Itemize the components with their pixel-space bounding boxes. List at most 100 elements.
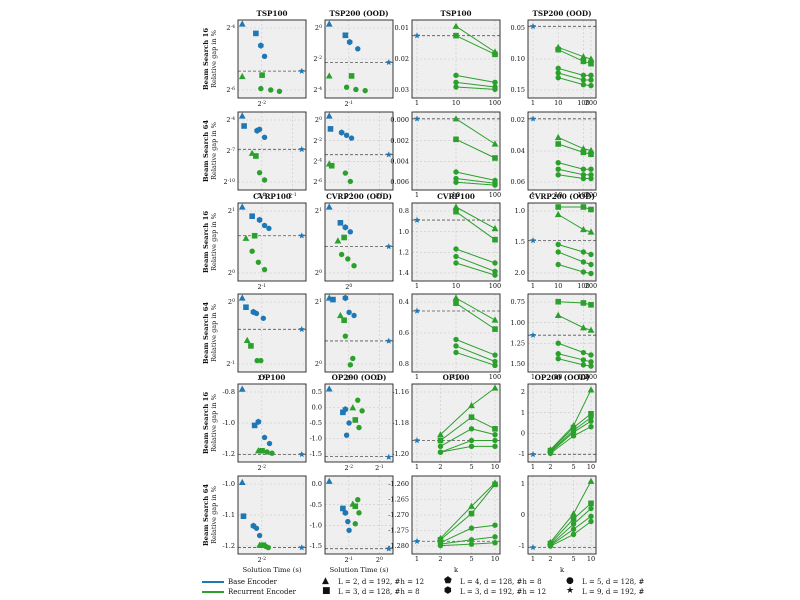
x-tick-label: 10 bbox=[587, 555, 595, 563]
scatter-point bbox=[347, 178, 354, 185]
x-tick-label: 1 bbox=[531, 463, 535, 471]
series-point bbox=[580, 357, 587, 363]
y-tick-label: -1.18 bbox=[392, 419, 409, 427]
scatter-point bbox=[345, 256, 351, 262]
series-point bbox=[437, 536, 444, 543]
scatter-point bbox=[343, 132, 350, 139]
scatter-point bbox=[359, 408, 365, 414]
x-tick-label: 20 bbox=[345, 283, 352, 292]
scatter-point bbox=[334, 237, 342, 244]
y-axis-label: Relative gap in % bbox=[210, 486, 218, 544]
plot-frame bbox=[237, 202, 307, 282]
scatter-point bbox=[343, 84, 350, 90]
scatter-point bbox=[343, 432, 350, 438]
x-tick-label: 2 bbox=[438, 463, 442, 471]
scatter-point bbox=[351, 263, 357, 269]
series-point bbox=[588, 363, 594, 369]
y-tick-label: -1.1 bbox=[222, 511, 235, 519]
y-tick-label: 0.04 bbox=[511, 147, 525, 155]
scatter-point bbox=[238, 294, 246, 301]
x-tick-label: 2-2 bbox=[257, 464, 266, 473]
y-tick-label: -0.5 bbox=[309, 419, 322, 427]
series-line bbox=[455, 171, 496, 181]
scatter-point bbox=[385, 243, 392, 250]
scatter-point bbox=[265, 544, 271, 551]
row-label: Beam Search 16 bbox=[202, 211, 210, 273]
y-tick-label: -1.0 bbox=[309, 435, 322, 443]
plot-frame bbox=[237, 111, 307, 191]
series-point bbox=[468, 414, 475, 420]
series-point bbox=[468, 502, 475, 509]
x-tick-label: 20 bbox=[376, 556, 383, 565]
series-point bbox=[588, 82, 594, 89]
scatter-point bbox=[346, 527, 352, 534]
series-point bbox=[555, 340, 561, 346]
series-point bbox=[587, 326, 595, 333]
scatter-point bbox=[238, 203, 246, 210]
x-tick-label: 10 bbox=[554, 373, 562, 381]
series-point bbox=[587, 386, 595, 393]
scatter-point bbox=[240, 513, 247, 520]
series-point bbox=[492, 540, 498, 546]
x-tick-label: 200 bbox=[585, 282, 597, 290]
plot-frame bbox=[527, 293, 597, 373]
y-tick-label: 20 bbox=[315, 360, 322, 369]
panel-title: TSP200 (OOD) bbox=[532, 9, 591, 18]
x-tick-label: 100 bbox=[577, 373, 589, 381]
series-point bbox=[554, 311, 562, 318]
series-point bbox=[492, 362, 498, 369]
series-point bbox=[491, 384, 499, 391]
y-tick-label: 20 bbox=[228, 269, 235, 278]
x-tick-label: 10 bbox=[452, 191, 460, 199]
scatter-point bbox=[258, 85, 264, 92]
scatter-point bbox=[268, 87, 274, 93]
series-point bbox=[588, 166, 594, 172]
y-tick-label: 1.0 bbox=[399, 228, 409, 236]
series-point bbox=[588, 500, 594, 507]
y-tick-label: 0.01 bbox=[395, 24, 409, 32]
y-tick-label: -1.16 bbox=[392, 388, 409, 396]
series-line bbox=[455, 138, 496, 159]
series-point bbox=[437, 443, 444, 450]
plot-frame bbox=[411, 19, 501, 99]
series-line bbox=[455, 339, 496, 356]
scatter-point bbox=[356, 424, 362, 431]
series-point bbox=[555, 159, 561, 166]
panel-r4c2: 21 20 20 21 bbox=[315, 293, 394, 382]
x-tick-label: 10 bbox=[452, 373, 460, 381]
y-tick-label: 0.02 bbox=[395, 55, 409, 63]
scatter-point bbox=[298, 450, 305, 458]
scatter-point bbox=[255, 259, 262, 265]
y-tick-label: 2-4 bbox=[313, 86, 322, 95]
plot-frame bbox=[527, 202, 597, 282]
series-point bbox=[588, 518, 594, 525]
series-point bbox=[570, 521, 577, 527]
scatter-point bbox=[264, 449, 270, 455]
y-axis-label: Relative gap in % bbox=[210, 394, 218, 452]
y-tick-label: 0.8 bbox=[399, 360, 409, 368]
x-tick-label: 1 bbox=[415, 373, 419, 381]
scatter-point bbox=[325, 112, 333, 119]
x-tick-label: 1 bbox=[531, 191, 535, 199]
x-tick-label: 200 bbox=[585, 99, 597, 107]
y-tick-label: 0.03 bbox=[395, 86, 409, 94]
y-tick-label: 0.0 bbox=[312, 480, 322, 488]
series-point bbox=[453, 179, 459, 185]
series-point bbox=[555, 74, 561, 81]
y-tick-label: 0.4 bbox=[399, 298, 409, 306]
plot-frame bbox=[324, 293, 394, 373]
x-tick-label: 10 bbox=[452, 282, 460, 290]
panel-r1c3: 0.01 0.02 0.03 1 10 100 TSP100 bbox=[395, 9, 502, 107]
y-tick-label: 2-4 bbox=[226, 116, 235, 125]
scatter-point bbox=[261, 434, 268, 441]
row-label: Beam Search 64 bbox=[202, 302, 210, 364]
series-point bbox=[555, 241, 561, 248]
series-point bbox=[555, 141, 562, 147]
series-point bbox=[555, 351, 561, 357]
scatter-point bbox=[352, 521, 358, 527]
series-point bbox=[580, 149, 587, 156]
x-tick-label: 100 bbox=[577, 282, 589, 290]
y-tick-label: 0.006 bbox=[390, 178, 409, 186]
series-point bbox=[437, 449, 444, 455]
base-star-point bbox=[529, 237, 537, 244]
